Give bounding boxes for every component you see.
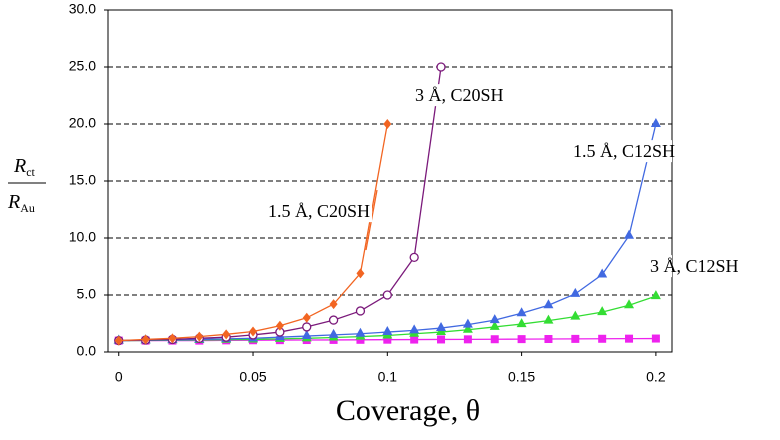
marker [543,314,554,324]
marker [597,268,608,278]
marker [570,310,581,320]
marker [516,307,527,317]
label-bg [266,200,373,223]
label-bg [413,84,506,107]
marker [570,287,581,297]
y-tick-label: 30.0 [69,1,96,17]
marker [516,318,527,328]
marker [302,312,311,323]
marker [436,62,446,72]
marker [383,119,392,129]
marker [222,329,231,340]
marker [462,318,473,328]
marker [651,334,660,343]
marker [462,323,473,333]
marker [168,333,177,344]
label-bg [648,255,672,278]
y-tick-label: 0.0 [77,343,97,359]
marker [624,299,635,309]
x-axis-label: Coverage, θ [336,394,480,427]
y-tick-label: 20.0 [69,115,96,131]
marker [624,229,635,239]
marker [571,334,580,343]
y-label-sub: Au [20,201,35,215]
marker [355,306,366,316]
marker [328,315,339,325]
marker [301,330,312,340]
marker [302,322,312,332]
marker [598,334,607,343]
y-label-top: Rct [13,155,36,179]
marker [329,299,338,310]
series-label: 3 Å, C20SH [415,85,504,105]
marker [409,252,419,263]
marker [543,299,554,309]
y-tick-label: 10.0 [69,229,96,245]
marker [195,331,204,342]
marker [650,118,661,127]
marker [328,328,339,338]
marker [625,334,634,343]
marker [410,335,419,344]
marker [114,335,123,346]
marker [249,326,258,337]
series-label: 3 Å, C12SH [650,256,739,276]
series-label: 1.5 Å, C12SH [573,141,675,161]
marker [275,320,284,331]
y-label-var: R [7,191,20,213]
y-label-sub: ct [26,165,35,179]
marker [489,320,500,330]
marker [517,335,526,344]
marker [382,290,392,300]
x-tick-label: 0.1 [378,369,398,385]
marker [544,335,553,344]
y-tick-label: 5.0 [77,286,97,302]
marker [437,335,446,344]
x-tick-label: 0.2 [646,369,666,385]
x-tick-label: 0.15 [508,369,535,385]
marker [356,335,365,344]
y-tick-label: 25.0 [69,58,96,74]
y-label-var: R [13,155,26,177]
marker [409,324,420,334]
y-label-bottom: RAu [7,191,35,215]
marker [383,335,392,344]
marker [355,327,366,337]
y-tick-label: 15.0 [69,172,96,188]
series [114,119,392,346]
marker [436,322,447,332]
marker [490,335,499,344]
marker [650,290,661,300]
marker [463,335,472,344]
marker [489,314,500,324]
y-axis-label: Rct RAu [7,155,46,215]
x-tick-label: 0.05 [239,369,266,385]
marker [597,306,608,316]
label-bg [571,140,672,163]
x-tick-label: 0 [115,369,123,385]
marker [356,268,365,279]
marker [382,326,393,336]
marker [141,334,150,345]
series-label: 1.5 Å, C20SH [268,201,370,221]
